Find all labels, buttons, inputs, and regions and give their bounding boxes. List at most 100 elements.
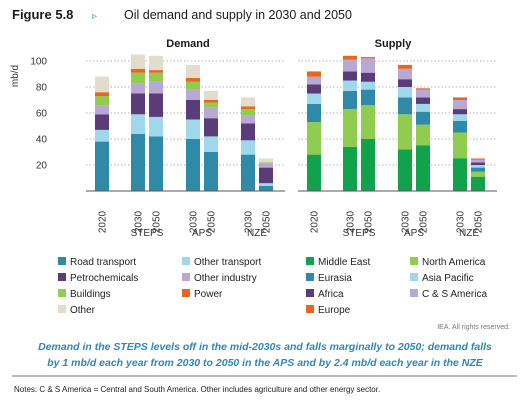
supply-bar-segment — [416, 124, 430, 146]
demand-x-tick-label: 2050 — [207, 210, 218, 233]
supply-bar-segment — [453, 158, 467, 191]
supply-bar-segment — [453, 132, 467, 159]
demand-bar-segment — [186, 77, 200, 82]
supply-bar-segment — [398, 114, 412, 150]
supply-bar-segment — [307, 103, 321, 123]
legend-swatch — [306, 257, 314, 265]
supply-bar-segment — [398, 87, 412, 98]
supply-group-label: STEPS — [343, 228, 376, 239]
demand-bar-segment — [241, 115, 255, 124]
demand-bar-segment — [131, 83, 145, 94]
supply-x-tick-label: 2030 — [346, 210, 357, 233]
demand-bar-segment — [241, 123, 255, 141]
demand-bar-segment — [95, 129, 109, 142]
demand-bar-segment — [149, 93, 163, 117]
legend-swatch — [410, 257, 418, 265]
supply-bar-segment — [361, 72, 375, 82]
demand-bar-segment — [259, 185, 273, 191]
demand-bar-segment — [95, 76, 109, 93]
demand-bar-segment — [131, 133, 145, 191]
demand-y-axis-label: mb/d — [10, 65, 21, 87]
credit-text: IEA. All rights reserved. — [437, 324, 510, 331]
supply-x-tick-label: 2030 — [456, 210, 467, 233]
legend-label: Petrochemicals — [70, 273, 138, 284]
demand-bar-segment — [149, 55, 163, 71]
y-tick-label: 60 — [36, 109, 48, 120]
supply-x-tick-label: 2030 — [401, 210, 412, 233]
supply-bar-segment — [398, 64, 412, 69]
supply-bar-segment — [416, 88, 430, 90]
legend-label: Eurasia — [318, 273, 352, 284]
demand-bar-segment — [186, 81, 200, 90]
legend-label: Power — [194, 289, 223, 300]
demand-group-label: APS — [192, 228, 212, 239]
demand-x-tick-label: 2050 — [152, 210, 163, 233]
figure-arrow-icon: ▹ — [92, 11, 97, 22]
figure-label: Figure 5.8 — [12, 7, 73, 22]
supply-bar-segment — [307, 84, 321, 94]
y-tick-label: 40 — [36, 135, 48, 146]
supply-bar-segment — [398, 79, 412, 87]
supply-bar-segment — [471, 171, 485, 177]
supply-bar-segment — [453, 120, 467, 133]
demand-bar-segment — [149, 70, 163, 73]
supply-x-tick-label: 2020 — [310, 210, 321, 233]
supply-bar-segment — [307, 71, 321, 77]
demand-bar-segment — [241, 140, 255, 155]
supply-bar-segment — [453, 114, 467, 121]
supply-bar-segment — [307, 76, 321, 85]
demand-chart-title: Demand — [166, 38, 209, 50]
supply-group-label: APS — [404, 228, 424, 239]
supply-bar-segment — [416, 111, 430, 125]
legend-swatch — [182, 289, 190, 297]
supply-bar-segment — [343, 80, 357, 91]
legend-swatch — [306, 305, 314, 313]
demand-bar-segment — [241, 97, 255, 107]
demand-bar-segment — [131, 93, 145, 115]
legend-label: North America — [422, 257, 486, 268]
caption-line-2: by 1 mb/d each year from 2030 to 2050 in… — [47, 357, 484, 369]
legend-swatch — [58, 257, 66, 265]
demand-bar-segment — [186, 64, 200, 78]
demand-bar-segment — [204, 100, 218, 103]
demand-bar-segment — [131, 72, 145, 84]
legend-label: Africa — [318, 289, 344, 300]
demand-bar-segment — [259, 167, 273, 184]
demand-bar-segment — [131, 68, 145, 73]
supply-bar-segment — [398, 149, 412, 191]
legend-label: Road transport — [70, 257, 136, 268]
caption-line-1: Demand in the STEPS levels off in the mi… — [38, 341, 492, 353]
demand-bar-segment — [204, 90, 218, 100]
y-tick-label: 80 — [36, 83, 48, 94]
demand-x-tick-label: 2030 — [189, 210, 200, 233]
demand-x-tick-label: 2020 — [98, 210, 109, 233]
legend-swatch — [58, 289, 66, 297]
supply-bar-segment — [471, 158, 485, 160]
demand-x-tick-label: 2050 — [262, 210, 273, 233]
demand-group-label: STEPS — [131, 228, 164, 239]
y-tick-label: 20 — [36, 161, 48, 172]
legend-swatch — [182, 273, 190, 281]
legend-swatch — [182, 257, 190, 265]
demand-bar-segment — [259, 158, 273, 163]
notes-text: Notes: C & S America = Central and South… — [14, 385, 380, 394]
demand-bar-segment — [131, 54, 145, 69]
supply-bar-segment — [416, 103, 430, 112]
demand-bar-segment — [241, 106, 255, 110]
demand-bar-segment — [186, 89, 200, 100]
demand-bar-segment — [259, 162, 273, 164]
supply-bar-segment — [361, 57, 375, 59]
demand-bar-segment — [186, 139, 200, 191]
legend-label: Other industry — [194, 273, 257, 284]
supply-bar-segment — [307, 122, 321, 155]
legend-swatch — [306, 289, 314, 297]
demand-bar-segment — [149, 72, 163, 82]
supply-bar-segment — [343, 146, 357, 191]
demand-bar-segment — [204, 102, 218, 108]
demand-group-label: NZE — [247, 228, 267, 239]
demand-bar-segment — [95, 96, 109, 106]
legend-swatch — [306, 273, 314, 281]
supply-x-tick-label: 2050 — [364, 210, 375, 233]
supply-bar-segment — [471, 165, 485, 168]
demand-x-tick-label: 2030 — [134, 210, 145, 233]
